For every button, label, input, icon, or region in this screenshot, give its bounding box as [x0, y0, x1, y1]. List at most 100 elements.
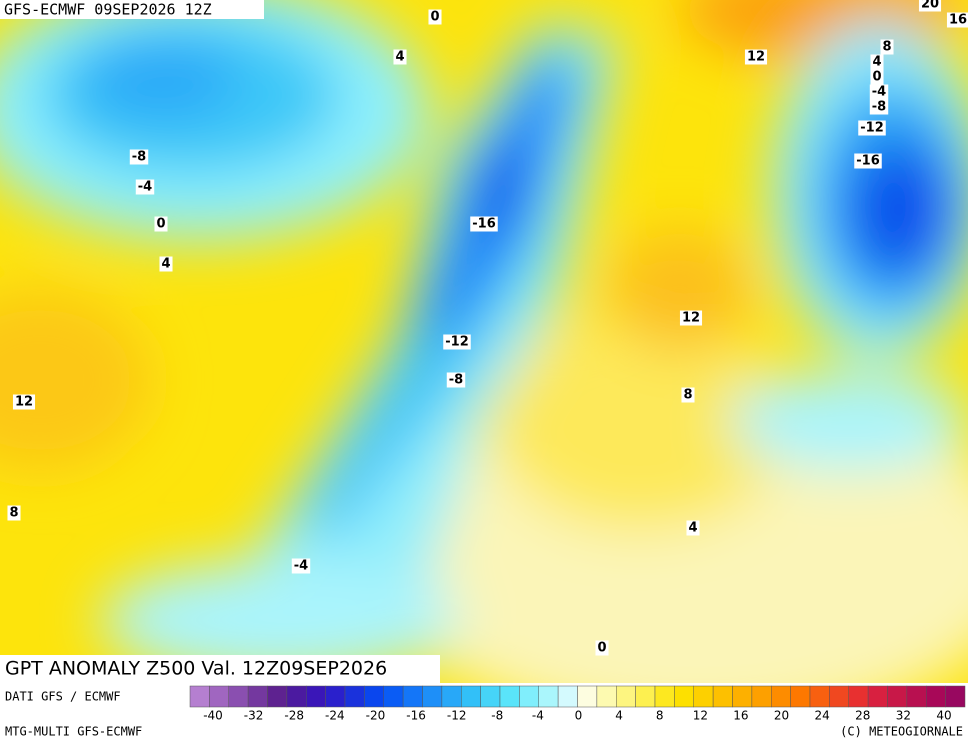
contour-label-box — [393, 49, 407, 65]
colorbar-swatch — [364, 685, 384, 708]
colorbar-swatch — [557, 685, 578, 708]
anomaly-field — [0, 0, 968, 683]
contour-label: 4 — [161, 257, 170, 272]
colorbar-tick-label: 12 — [693, 709, 708, 723]
contour-label: 12 — [682, 311, 700, 326]
colorbar-tick-label: -8 — [491, 709, 503, 723]
contour-label-box — [595, 640, 609, 656]
colorbar-tick-label: -32 — [244, 709, 264, 723]
contour-label-box — [686, 520, 700, 536]
contour-label: 12 — [15, 395, 33, 410]
colorbar-tick-label: -4 — [532, 709, 544, 723]
contour-label-box — [446, 372, 466, 388]
contour-label: 4 — [872, 55, 881, 70]
contour-label: 0 — [156, 217, 165, 232]
colorbar-swatch — [441, 685, 462, 708]
contour-label-box — [854, 153, 882, 169]
contour-label-box — [870, 69, 884, 85]
contour-label: -8 — [132, 150, 146, 165]
contour-label: -12 — [860, 121, 884, 136]
colorbar-tick-label: 16 — [733, 709, 748, 723]
contour-label-box — [428, 9, 442, 25]
contour-label-box — [135, 179, 155, 195]
contour-label: 8 — [9, 506, 18, 521]
colorbar-swatch — [809, 685, 830, 708]
contour-label: 0 — [872, 70, 881, 85]
contour-label-box — [679, 310, 703, 326]
colorbar-swatch — [577, 685, 598, 708]
colorbar-swatch — [461, 685, 481, 708]
colorbar: -40 -32 -28 -24 -20 -16 -12 -8 -4 0 4 8 12 16 20 24 28 32… — [189, 685, 966, 723]
colorbar-swatch — [247, 685, 268, 708]
contour-label-box — [870, 54, 884, 70]
colorbar-swatch — [693, 685, 714, 708]
colorbar-swatch — [344, 685, 365, 708]
title-box — [0, 655, 440, 683]
colorbar-tick-label: -40 — [203, 709, 223, 723]
colorbar-tick-label: 40 — [936, 709, 951, 723]
colorbar-tick-label: -24 — [325, 709, 345, 723]
contour-label: 8 — [683, 388, 692, 403]
colorbar-swatch — [306, 685, 326, 708]
contour-labels: 04-8-404128-16-12-8-40122016840-4-8-12-1… — [7, 0, 968, 656]
colorbar-tick-label: -28 — [284, 709, 304, 723]
contour-label: 20 — [921, 0, 939, 12]
colorbar-swatch — [674, 685, 694, 708]
colorbar-swatch — [887, 685, 908, 708]
colorbar-swatch — [616, 685, 636, 708]
contour-label: 0 — [597, 641, 606, 656]
contour-label: -8 — [872, 100, 886, 115]
contour-label: 12 — [747, 50, 765, 65]
map-title: GPT ANOMALY Z500 Val. 12Z09SEP2026 — [5, 658, 387, 680]
contour-label-box — [7, 505, 21, 521]
contour-label-box — [858, 120, 886, 136]
colorbar-swatch — [228, 685, 249, 708]
contour-label-box — [869, 99, 889, 115]
colorbar-swatch — [771, 685, 791, 708]
colorbar-tick-label: -12 — [447, 709, 467, 723]
colorbar-swatch — [383, 685, 404, 708]
colorbar-swatch — [790, 685, 811, 708]
colorbar-swatch — [867, 685, 888, 708]
contour-label-box — [12, 394, 36, 410]
contour-label-box — [744, 49, 768, 65]
contour-label-box — [470, 216, 498, 232]
colorbar-tick-label: 20 — [774, 709, 789, 723]
colorbar-swatch — [751, 685, 772, 708]
copyright: (C) METEOGIORNALE — [840, 725, 963, 739]
colorbar-tick-label: 24 — [815, 709, 830, 723]
contour-label-box — [880, 39, 894, 55]
contour-label: 0 — [430, 10, 439, 25]
colorbar-swatch — [945, 685, 966, 708]
colorbar-swatch — [906, 685, 927, 708]
colorbar-swatch — [712, 685, 733, 708]
colorbar-swatch — [732, 685, 753, 708]
colorbar-swatch — [209, 685, 229, 708]
contour-label-box — [869, 84, 889, 100]
model: MTG-MULTI GFS-ECMWF — [5, 725, 142, 739]
colorbar-swatch — [654, 685, 675, 708]
contour-label-box — [946, 12, 968, 28]
colorbar-tick-label: -20 — [366, 709, 386, 723]
contour-label-box — [129, 149, 149, 165]
colorbar-tick-label: 8 — [656, 709, 664, 723]
contour-label: 8 — [882, 40, 891, 55]
contour-label: -12 — [445, 335, 469, 350]
colorbar-swatch — [538, 685, 559, 708]
colorbar-swatch — [286, 685, 307, 708]
colorbar-tick-label: -16 — [406, 709, 426, 723]
header: GFS-ECMWF 09SEP2026 12Z — [4, 1, 212, 19]
colorbar-swatch — [596, 685, 617, 708]
contour-label: -4 — [138, 180, 152, 195]
colorbar-tick-label: 28 — [855, 709, 870, 723]
contour-label: -4 — [872, 85, 886, 100]
source: DATI GFS / ECMWF — [5, 690, 121, 704]
colorbar-swatch — [267, 685, 288, 708]
contour-label-box — [681, 387, 695, 403]
contour-label: 4 — [688, 521, 697, 536]
contour-label: -4 — [294, 559, 308, 574]
contour-label: -16 — [472, 217, 496, 232]
contour-label-box — [159, 256, 173, 272]
contour-label-box — [291, 558, 311, 574]
